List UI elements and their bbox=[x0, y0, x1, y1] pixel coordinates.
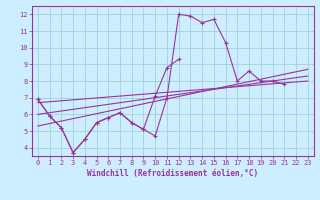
X-axis label: Windchill (Refroidissement éolien,°C): Windchill (Refroidissement éolien,°C) bbox=[87, 169, 258, 178]
